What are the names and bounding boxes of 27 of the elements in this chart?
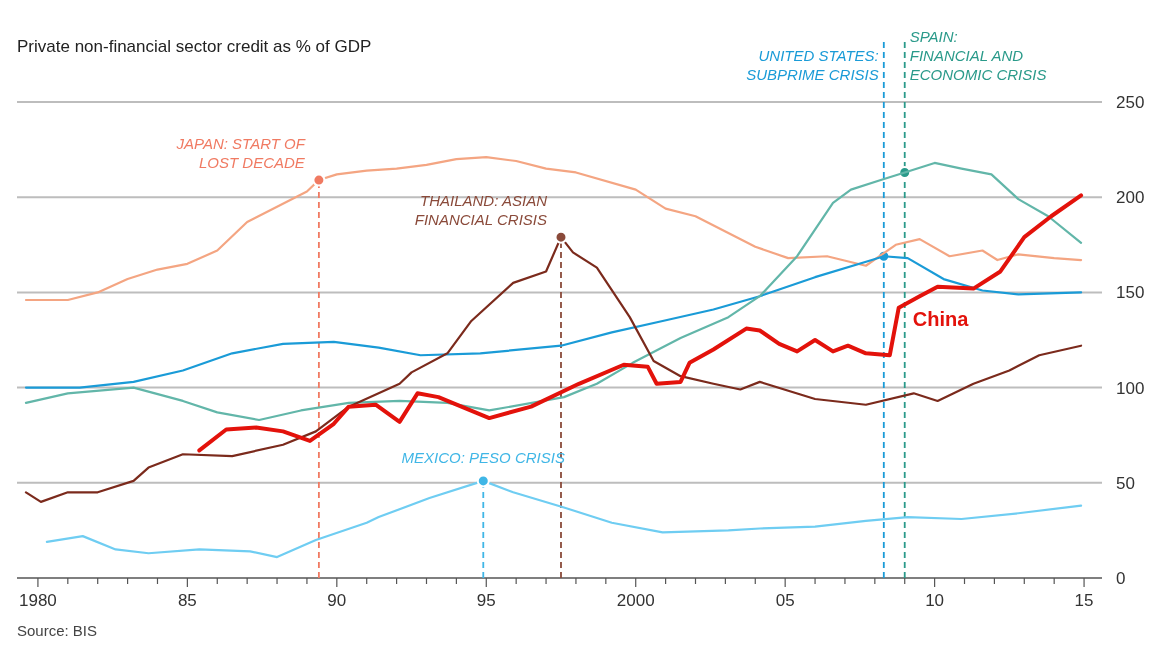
x-tick-label: 85: [177, 591, 197, 610]
x-tick-label: 10: [925, 591, 945, 610]
y-tick-label: 100: [1116, 378, 1145, 398]
x-tick-label: 05: [775, 591, 795, 610]
annotation: MEXICO: PESO CRISIS: [401, 448, 565, 466]
annotation: JAPAN: START OF LOST DECADE: [175, 135, 306, 172]
y-tick-label: 150: [1116, 283, 1145, 303]
line-series: [24, 156, 1083, 302]
x-tick-label: 15: [1074, 591, 1094, 610]
line-series: [197, 193, 1084, 453]
y-tick-label: 0: [1116, 569, 1126, 588]
ref-line-label: SPAIN: FINANCIAL AND ECONOMIC CRISIS: [909, 28, 1047, 83]
series-label: China: [912, 307, 970, 330]
y-tick-label: 250: [1116, 93, 1145, 112]
chart-title: Private non-financial sector credit as % of GDP: [17, 37, 372, 56]
y-tick-label: 50: [1116, 473, 1135, 493]
x-tick-label: 95: [476, 591, 496, 610]
point: [554, 230, 568, 244]
annotation: THAILAND: ASIAN FINANCIAL CRISIS: [414, 192, 548, 229]
x-tick-label: 90: [327, 591, 347, 610]
point: [476, 474, 490, 488]
ref-line-label: UNITED STATES: SUBPRIME CRISIS: [746, 47, 879, 83]
source-note: Source: BIS: [17, 622, 98, 639]
y-tick-label: 200: [1116, 188, 1145, 208]
x-tick-label: 2000: [616, 591, 655, 610]
point: [312, 173, 326, 187]
x-tick-label: 1980: [19, 591, 57, 610]
